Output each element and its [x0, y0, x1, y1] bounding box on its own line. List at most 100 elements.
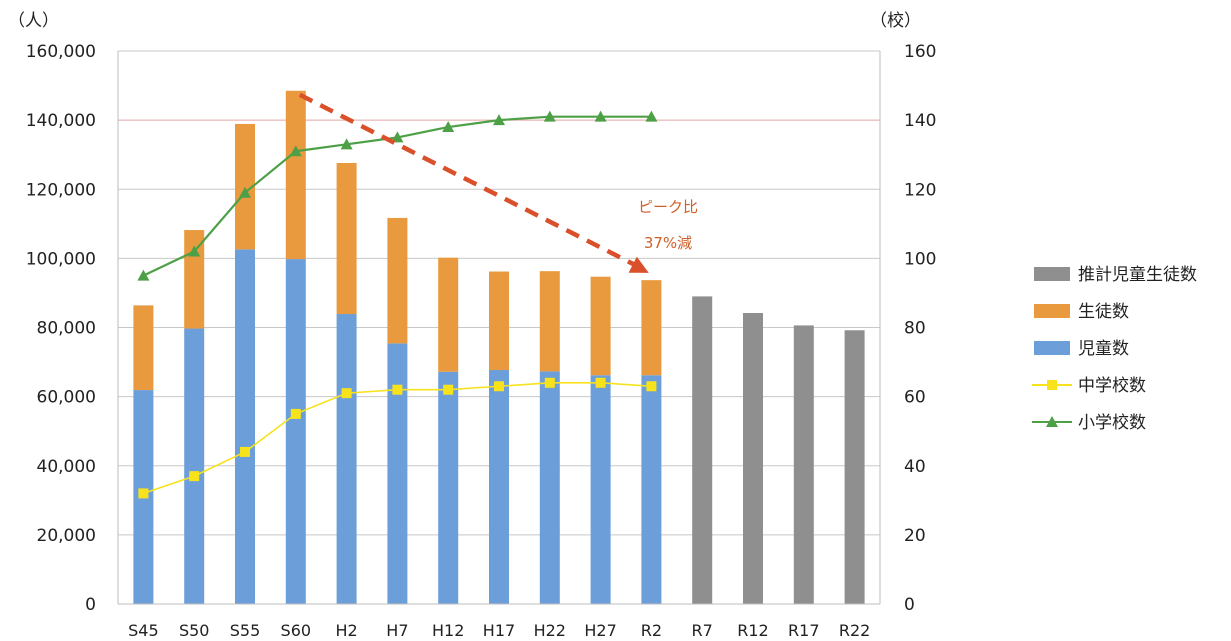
bar-jido [184, 328, 205, 604]
bars [133, 90, 865, 605]
y-left-tick-label: 0 [85, 595, 96, 615]
y-left-tick-label: 100,000 [26, 249, 96, 269]
legend-label-4: 小学校数 [1078, 413, 1146, 433]
x-tick-label: R7 [692, 621, 713, 640]
legend-marker-4 [1046, 416, 1058, 427]
bar-jido [641, 375, 662, 604]
point-shogakko [442, 121, 455, 133]
bar-jido [489, 370, 509, 604]
y-right-tick-label: 80 [904, 319, 926, 339]
point-shogakko [594, 110, 607, 122]
annotation-arrow-line [298, 92, 639, 269]
y-left-tick-label: 160,000 [26, 42, 96, 62]
y-right-unit: （校） [870, 11, 921, 31]
point-shogakko [391, 131, 404, 143]
bar-jido [235, 249, 255, 605]
x-tick-label: R12 [737, 621, 768, 640]
bar-estimate [844, 330, 865, 604]
bar-seito [133, 305, 154, 391]
point-chugakko [646, 381, 657, 392]
bar-seito [489, 271, 509, 371]
x-tick-label: H2 [335, 621, 357, 640]
x-tick-label: S50 [179, 621, 210, 640]
x-tick-label: H7 [386, 621, 408, 640]
legend-swatch-0 [1034, 267, 1070, 281]
x-tick-label: H22 [534, 621, 566, 640]
y-left-unit: （人） [8, 11, 59, 31]
legend-label-1: 生徒数 [1078, 302, 1129, 322]
bar-jido [438, 371, 459, 604]
annotation: ピーク比 37%減 [298, 92, 698, 273]
y-right-tick-label: 20 [904, 526, 926, 546]
x-tick-label: H17 [483, 621, 515, 640]
bar-seito [539, 271, 560, 372]
bar-jido [387, 343, 408, 604]
bar-seito [387, 217, 408, 344]
x-tick-label: S55 [230, 621, 261, 640]
point-chugakko [240, 446, 250, 457]
bar-estimate [743, 312, 763, 604]
series-lines [137, 110, 658, 499]
point-chugakko [138, 488, 149, 499]
bar-seito [235, 123, 255, 250]
legend-label-3: 中学校数 [1078, 376, 1146, 396]
bar-estimate [793, 325, 814, 604]
point-shogakko [645, 110, 658, 122]
point-chugakko [544, 377, 555, 388]
x-tick-label: H12 [432, 621, 464, 640]
legend-swatch-2 [1034, 341, 1070, 355]
legend-marker-3 [1047, 380, 1057, 390]
y-right-tick-label: 100 [904, 249, 936, 269]
legend-label-0: 推計児童生徒数 [1078, 265, 1197, 285]
bar-jido [336, 314, 357, 604]
y-right-tick-label: 160 [904, 42, 936, 62]
bar-jido [285, 259, 306, 604]
legend-swatch-1 [1034, 304, 1070, 318]
point-shogakko [543, 110, 556, 122]
x-tick-label: S60 [281, 621, 312, 640]
x-tick-label: H27 [584, 621, 616, 640]
x-tick-label: R2 [641, 621, 662, 640]
point-shogakko [137, 269, 150, 281]
y-left-tick-label: 80,000 [37, 319, 96, 339]
bar-seito [438, 257, 459, 372]
axes: （人） （校） 0 0 20,000 20 40,000 40 60,000 60 80,000… [8, 11, 936, 640]
bar-seito [285, 90, 306, 260]
point-chugakko [189, 471, 200, 482]
y-left-tick-label: 120,000 [26, 180, 96, 200]
bar-estimate [692, 296, 713, 604]
bar-seito [590, 276, 611, 376]
annotation-text-1: ピーク比 [638, 198, 698, 216]
point-chugakko [494, 381, 504, 392]
point-shogakko [239, 186, 251, 198]
y-right-tick-label: 60 [904, 388, 926, 408]
y-left-tick-label: 60,000 [37, 388, 96, 408]
bar-jido [590, 375, 611, 604]
y-right-tick-label: 120 [904, 180, 936, 200]
y-left-tick-label: 140,000 [26, 111, 96, 131]
point-chugakko [595, 377, 606, 388]
x-tick-label: S45 [128, 621, 159, 640]
y-left-tick-label: 20,000 [37, 526, 96, 546]
y-right-tick-label: 140 [904, 111, 936, 131]
bar-jido [539, 371, 560, 604]
x-tick-label: R17 [788, 621, 819, 640]
point-shogakko [289, 145, 302, 157]
point-chugakko [392, 384, 403, 395]
y-right-tick-label: 0 [904, 595, 915, 615]
y-left-tick-label: 40,000 [37, 457, 96, 477]
annotation-text-2: 37%減 [644, 234, 692, 252]
point-chugakko [341, 388, 352, 399]
bar-seito [336, 162, 357, 315]
annotation-arrow-head [628, 256, 649, 273]
point-shogakko [340, 138, 353, 150]
bar-seito [641, 280, 662, 376]
point-shogakko [493, 114, 505, 126]
point-chugakko [443, 384, 454, 395]
point-shogakko [188, 245, 201, 257]
legend-label-2: 児童数 [1078, 339, 1129, 359]
y-right-tick-label: 40 [904, 457, 926, 477]
x-tick-label: R22 [839, 621, 870, 640]
